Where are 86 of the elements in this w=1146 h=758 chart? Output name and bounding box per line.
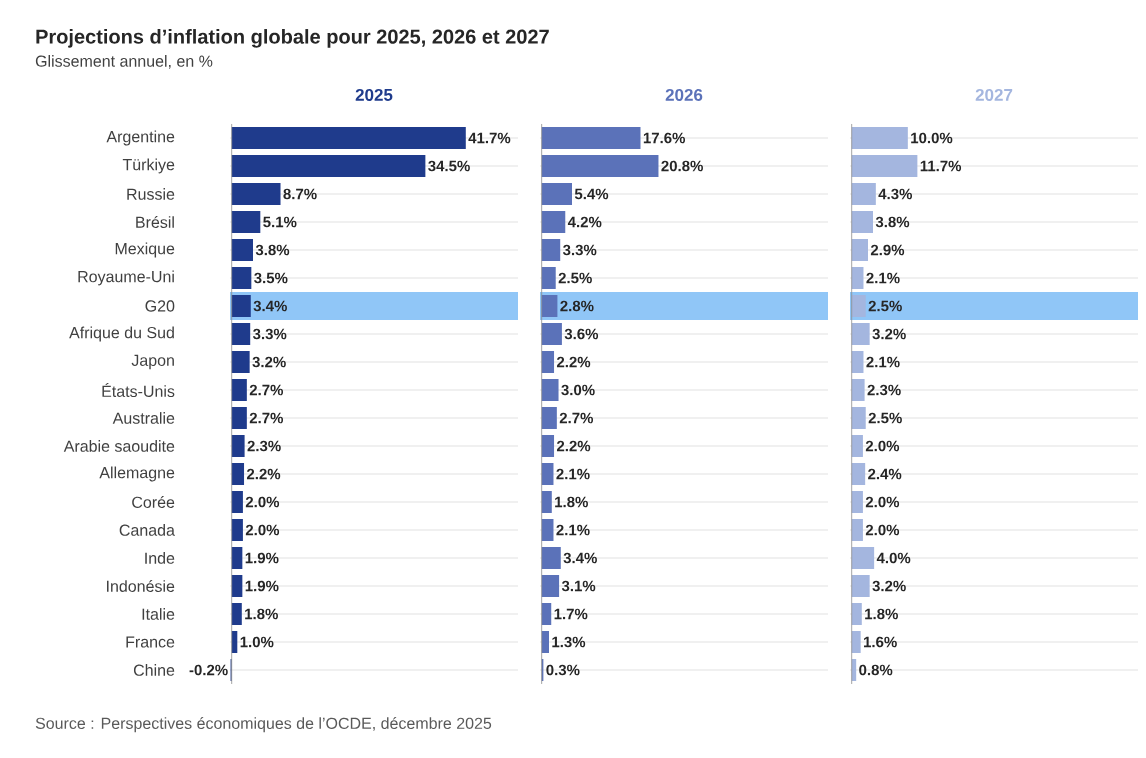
y-tick-label: Royaume-Uni	[78, 270, 174, 286]
data-label: 5.4%	[574, 188, 609, 200]
data-label: 2.1%	[866, 356, 900, 368]
data-label: 2.7%	[559, 412, 594, 424]
data-label: 8.7%	[283, 188, 317, 200]
data-label: 2.5%	[868, 300, 902, 312]
data-label: 5.1%	[263, 216, 297, 228]
data-label: 17.6%	[643, 132, 686, 144]
data-label: 3.2%	[872, 328, 906, 340]
y-tick-label: Canada	[119, 524, 175, 536]
data-label: 4.2%	[567, 216, 602, 228]
chart-title: 2027	[975, 88, 1013, 101]
text: Projections d’inflation globale pour 2025, 2026 et 2027	[36, 29, 549, 48]
y-tick-label: Chine	[133, 664, 175, 676]
data-label: 1.8%	[245, 608, 278, 620]
data-label: 3.1%	[561, 580, 596, 592]
data-label: 2.0%	[865, 440, 900, 452]
data-label: 2.7%	[249, 412, 284, 424]
y-tick-label: Arabie saoudite	[63, 440, 175, 452]
data-label: 2.3%	[247, 440, 281, 452]
y-tick-label: Türkiye	[122, 158, 175, 174]
data-label: 2.1%	[556, 524, 590, 536]
data-label: 3.8%	[875, 216, 910, 228]
y-tick-label: Inde	[145, 552, 175, 564]
chart-title: 2026	[665, 88, 703, 101]
data-label: 2.5%	[558, 272, 592, 284]
data-label: 1.8%	[555, 496, 588, 508]
data-label: -0.2%	[189, 664, 228, 676]
data-label: 3.2%	[252, 356, 286, 368]
data-label: 0.3%	[546, 664, 580, 676]
data-label: 20.8%	[661, 160, 703, 172]
data-label: 2.0%	[245, 496, 280, 508]
chart-title: 2025	[355, 88, 393, 101]
data-label: 2.0%	[245, 524, 280, 536]
data-label: 11.7%	[920, 160, 962, 172]
data-label: 41.7%	[468, 132, 511, 144]
y-tick-label: États-Unis	[102, 382, 175, 398]
data-label: 2.7%	[249, 384, 284, 396]
data-label: 4.3%	[878, 188, 913, 200]
y-tick-label: Indonésie	[107, 580, 175, 592]
data-label: 3.0%	[561, 384, 595, 396]
data-label: 1.6%	[864, 636, 897, 648]
y-tick-label: Corée	[132, 496, 175, 508]
data-label: 3.5%	[254, 272, 288, 284]
y-tick-label: G20	[145, 300, 175, 312]
y-tick-label: Australie	[112, 412, 175, 424]
data-label: 2.2%	[556, 356, 591, 368]
data-label: 0.8%	[859, 664, 893, 676]
data-label: 2.2%	[246, 468, 281, 480]
data-label: 34.5%	[428, 160, 470, 172]
y-tick-label: Allemagne	[99, 466, 175, 482]
data-label: 2.8%	[560, 300, 594, 312]
data-label: 2.1%	[866, 272, 900, 284]
y-tick-label: Brésil	[136, 216, 174, 228]
data-label: 3.6%	[564, 328, 599, 340]
data-label: 10.0%	[911, 132, 953, 144]
data-label: 3.4%	[563, 552, 597, 564]
data-label: 3.8%	[255, 244, 290, 256]
data-label: 2.0%	[865, 524, 900, 536]
data-label: 1.8%	[865, 608, 898, 620]
y-tick-label: Japon	[131, 354, 174, 370]
y-tick-label: France	[126, 636, 175, 648]
data-label: 1.9%	[245, 552, 279, 564]
y-tick-label: Argentine	[106, 130, 175, 146]
data-label: 1.7%	[554, 608, 588, 620]
data-label: 2.4%	[868, 468, 902, 480]
data-label: 1.3%	[552, 636, 586, 648]
data-label: 3.4%	[253, 300, 287, 312]
data-label: 4.0%	[876, 552, 911, 564]
y-tick-label: Italie	[142, 608, 175, 620]
data-label: 3.3%	[252, 328, 287, 340]
y-tick-label: Russie	[127, 188, 175, 200]
data-label: 2.0%	[865, 496, 900, 508]
data-label: 2.5%	[868, 412, 902, 424]
data-label: 2.3%	[867, 384, 901, 396]
y-tick-label: Mexique	[115, 242, 175, 258]
data-label: 3.2%	[872, 580, 906, 592]
y-tick-label: Afrique du Sud	[69, 326, 174, 342]
data-label: 1.0%	[240, 636, 274, 648]
data-label: 3.3%	[562, 244, 597, 256]
text: Glissement annuel, en %	[35, 55, 213, 69]
data-label: 2.1%	[556, 468, 590, 480]
data-label: 2.2%	[556, 440, 591, 452]
data-label: 1.9%	[245, 580, 279, 592]
source-note: Source : Perspectives économiques de l’OCDE, décembre 2025	[35, 717, 492, 733]
data-label: 2.9%	[870, 244, 905, 256]
